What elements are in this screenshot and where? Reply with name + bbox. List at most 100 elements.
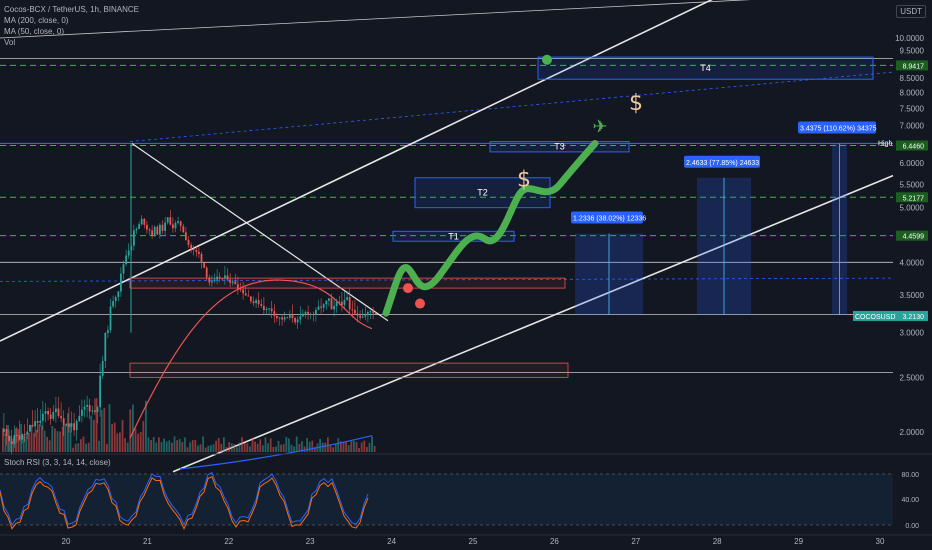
candle-body xyxy=(231,281,234,283)
volume-bar xyxy=(160,442,163,452)
candle-body xyxy=(351,309,354,311)
ma200-line xyxy=(179,435,373,470)
volume-bar xyxy=(46,436,48,452)
volume-bar xyxy=(165,441,168,452)
candle-body xyxy=(146,224,148,230)
candle-body xyxy=(252,301,255,304)
volume-bar xyxy=(69,423,72,452)
support-zone-box xyxy=(129,362,569,378)
volume-bar xyxy=(303,446,306,452)
volume-bar xyxy=(108,404,111,452)
candle-body xyxy=(21,434,23,440)
candle-body xyxy=(211,281,213,283)
volume-bar xyxy=(259,439,262,452)
volume-bar xyxy=(308,441,311,452)
volume-bar xyxy=(373,445,376,452)
volume-bar xyxy=(137,433,139,452)
horizontal-line xyxy=(0,0,752,39)
volume-bar xyxy=(106,443,108,452)
volume-bar xyxy=(230,443,233,452)
candle-body xyxy=(213,279,216,282)
volume-bar xyxy=(119,432,121,452)
candle-body xyxy=(265,308,268,311)
currency-button[interactable]: USDT xyxy=(896,5,926,18)
volume-bar xyxy=(238,442,241,452)
candle-body xyxy=(31,425,34,427)
candle-body xyxy=(359,315,361,318)
x-tick-label: 30 xyxy=(876,537,885,546)
volume-bar xyxy=(358,447,360,452)
candle-body xyxy=(325,300,328,305)
volume-bar xyxy=(210,445,212,452)
volume-bar xyxy=(129,409,132,452)
volume-bar xyxy=(116,433,119,452)
volume-bar xyxy=(342,442,345,452)
price-tag: 6.4460 xyxy=(903,144,925,151)
candle-body xyxy=(73,423,75,431)
target-box xyxy=(537,56,874,80)
candle-body xyxy=(5,428,8,436)
candle-body xyxy=(330,298,333,310)
candle-body xyxy=(52,411,55,419)
candle-body xyxy=(281,317,283,320)
volume-bar xyxy=(191,440,194,452)
volume-bar xyxy=(254,441,256,452)
candle-body xyxy=(195,250,198,252)
volume-bar xyxy=(267,443,269,452)
x-tick-label: 29 xyxy=(794,537,803,546)
volume-bar xyxy=(111,424,113,452)
candle-body xyxy=(23,434,26,436)
candle-body xyxy=(174,222,177,229)
symbol-tag: COCOSUSDT xyxy=(855,314,900,321)
candle-body xyxy=(101,360,104,376)
volume-bar xyxy=(150,440,152,452)
candle-body xyxy=(291,315,294,319)
volume-bar xyxy=(285,436,288,452)
volume-bar xyxy=(275,446,277,452)
candle-body xyxy=(338,301,341,303)
candle-body xyxy=(335,302,338,306)
volume-bar xyxy=(321,442,324,452)
volume-bar xyxy=(282,444,285,452)
rsi-tick-label: 80.00 xyxy=(901,472,919,479)
rsi-tick-label: 0.00 xyxy=(905,523,919,530)
projection-path xyxy=(382,139,599,317)
candle-body xyxy=(315,309,317,315)
volume-bar xyxy=(334,443,337,452)
volume-bar xyxy=(155,442,158,452)
candle-body xyxy=(221,278,224,280)
y-tick-label: 4.0000 xyxy=(900,258,925,267)
target-label: T2 xyxy=(477,188,488,198)
x-tick-label: 26 xyxy=(550,537,559,546)
volume-bar xyxy=(124,438,126,452)
candle-body xyxy=(341,301,343,306)
candle-body xyxy=(283,317,286,320)
candle-body xyxy=(369,311,372,313)
candle-body xyxy=(78,415,81,421)
volume-bar xyxy=(298,443,301,452)
rsi-band xyxy=(0,474,893,525)
volume-bar xyxy=(197,445,199,452)
target-box xyxy=(489,141,630,153)
volume-bar xyxy=(82,436,85,452)
volume-bar xyxy=(340,441,342,452)
candle-body xyxy=(276,316,278,319)
volume-bar xyxy=(64,425,67,452)
volume-bar xyxy=(22,435,25,452)
candle-body xyxy=(198,251,200,254)
y-tick-label: 3.0000 xyxy=(900,329,925,338)
candle-body xyxy=(140,218,143,225)
candle-body xyxy=(47,411,49,415)
volume-bar xyxy=(132,404,134,452)
candle-body xyxy=(57,408,60,417)
airplane-icon: ✈ xyxy=(592,116,607,136)
volume-bar xyxy=(288,438,290,452)
candle-body xyxy=(229,279,231,283)
volume-bar xyxy=(204,447,207,452)
candle-body xyxy=(114,297,117,302)
candle-body xyxy=(159,224,161,235)
measure-label-bg xyxy=(798,121,876,134)
price-tag-bg xyxy=(896,140,928,151)
volume-bar xyxy=(61,426,64,452)
